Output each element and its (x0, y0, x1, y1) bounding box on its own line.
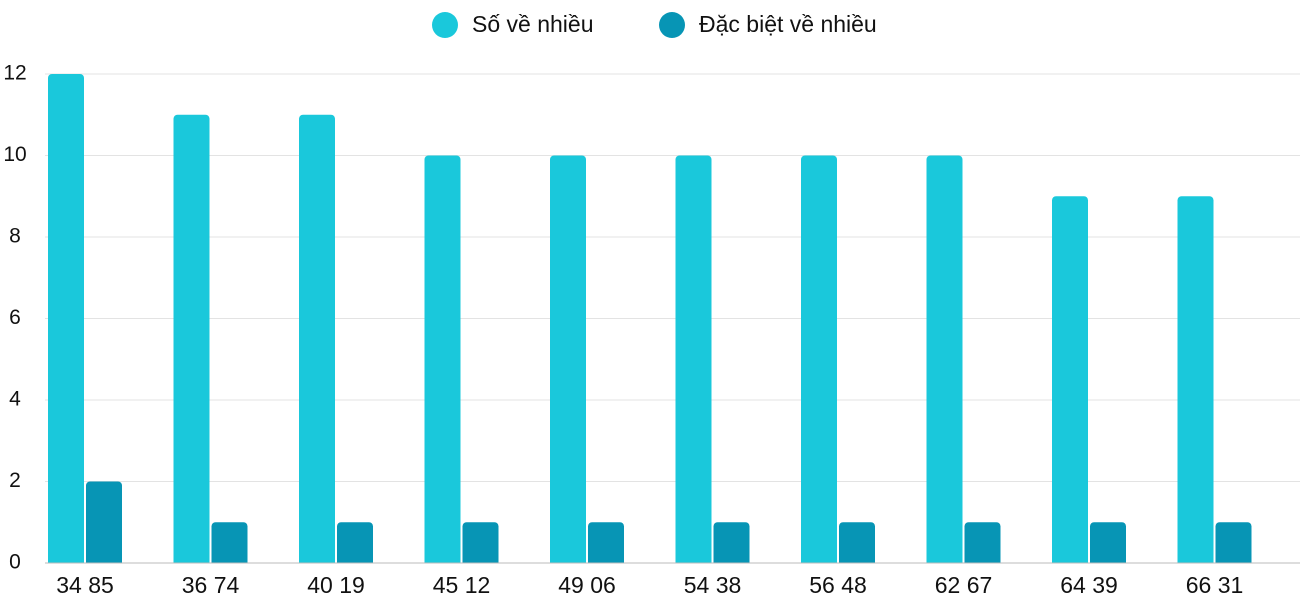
bar-base (173, 118, 210, 563)
x-tick-label: 62 67 (935, 572, 993, 598)
bar-base (462, 526, 499, 563)
x-tick-label: 36 74 (182, 572, 240, 598)
bar-base (1052, 200, 1088, 563)
x-tick-label: 64 39 (1060, 572, 1118, 598)
bar-base (839, 526, 875, 563)
bar-base (550, 159, 586, 563)
bar-base (926, 159, 963, 563)
y-tick-label: 12 (3, 62, 26, 85)
legend-label: Đặc biệt về nhiều (699, 11, 877, 37)
y-tick-label: 10 (3, 143, 26, 166)
bar-base (801, 159, 837, 563)
y-tick-label: 2 (9, 469, 21, 492)
legend-label: Số về nhiều (472, 11, 593, 37)
bar-base (424, 159, 461, 563)
bar-base (1215, 526, 1252, 563)
bar-base (211, 526, 248, 563)
bar-base (1090, 526, 1126, 563)
bar-base (675, 159, 712, 563)
y-tick-label: 6 (9, 306, 21, 329)
bar-base (299, 118, 335, 563)
x-tick-label: 54 38 (684, 572, 742, 598)
y-tick-label: 4 (9, 388, 21, 411)
x-tick-label: 40 19 (307, 572, 365, 598)
x-tick-label: 56 48 (809, 572, 867, 598)
x-tick-label: 45 12 (433, 572, 491, 598)
bar-base (48, 78, 84, 563)
bar-base (1177, 200, 1214, 563)
bar-base (964, 526, 1001, 563)
y-tick-label: 0 (9, 551, 21, 574)
x-tick-label: 66 31 (1186, 572, 1244, 598)
y-tick-label: 8 (9, 225, 21, 248)
x-tick-label: 34 85 (56, 572, 114, 598)
bar-base (337, 526, 373, 563)
bar-base (713, 526, 750, 563)
x-tick-label: 49 06 (558, 572, 616, 598)
legend-marker (432, 12, 458, 38)
legend-marker (659, 12, 685, 38)
bar-base (588, 526, 624, 563)
bar-base (86, 485, 122, 563)
